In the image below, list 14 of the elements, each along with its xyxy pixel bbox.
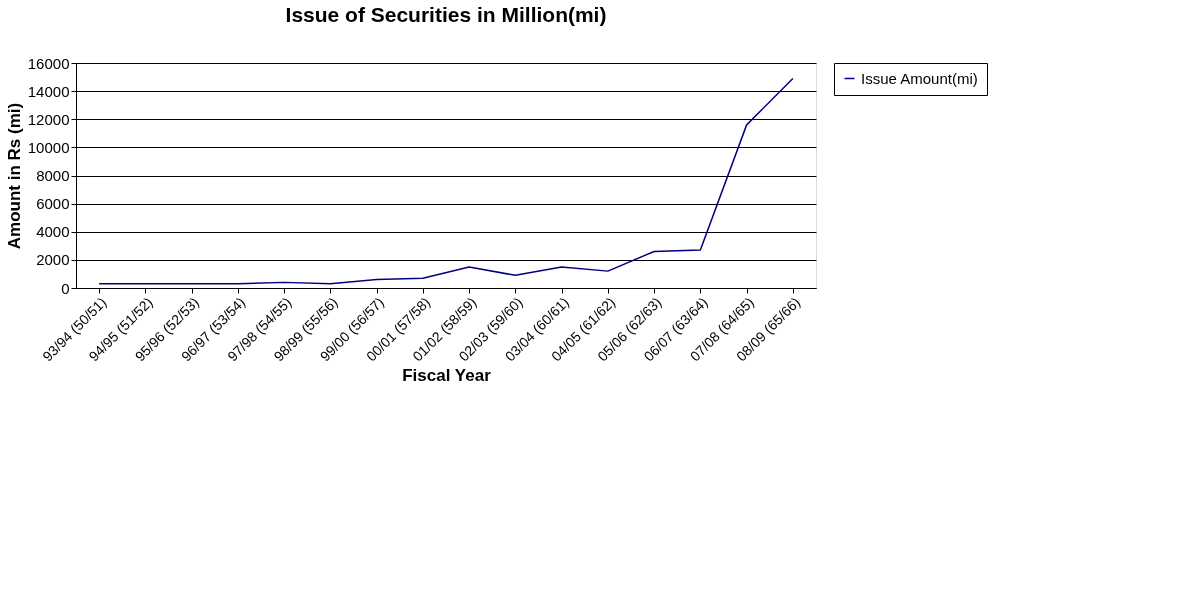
x-axis-title: Fiscal Year xyxy=(402,366,492,386)
y-axis-title: Amount in Rs (mi) xyxy=(4,102,24,250)
y-tick-label: 8000 xyxy=(36,167,70,184)
y-tick-label: 2000 xyxy=(36,251,70,269)
line-series xyxy=(98,77,794,285)
y-tick-label: 16000 xyxy=(27,54,70,72)
legend-label: Issue Amount(mi) xyxy=(861,69,978,87)
y-tick-label: 0 xyxy=(61,279,70,297)
y-tick-label: 12000 xyxy=(27,110,70,128)
chart-title: Issue of Securities in Million(mi) xyxy=(285,3,607,26)
y-tick-label: 4000 xyxy=(36,223,70,241)
y-tick-label: 14000 xyxy=(27,82,70,100)
y-tick-label: 6000 xyxy=(36,195,70,213)
y-tick-label: 10000 xyxy=(27,138,70,156)
